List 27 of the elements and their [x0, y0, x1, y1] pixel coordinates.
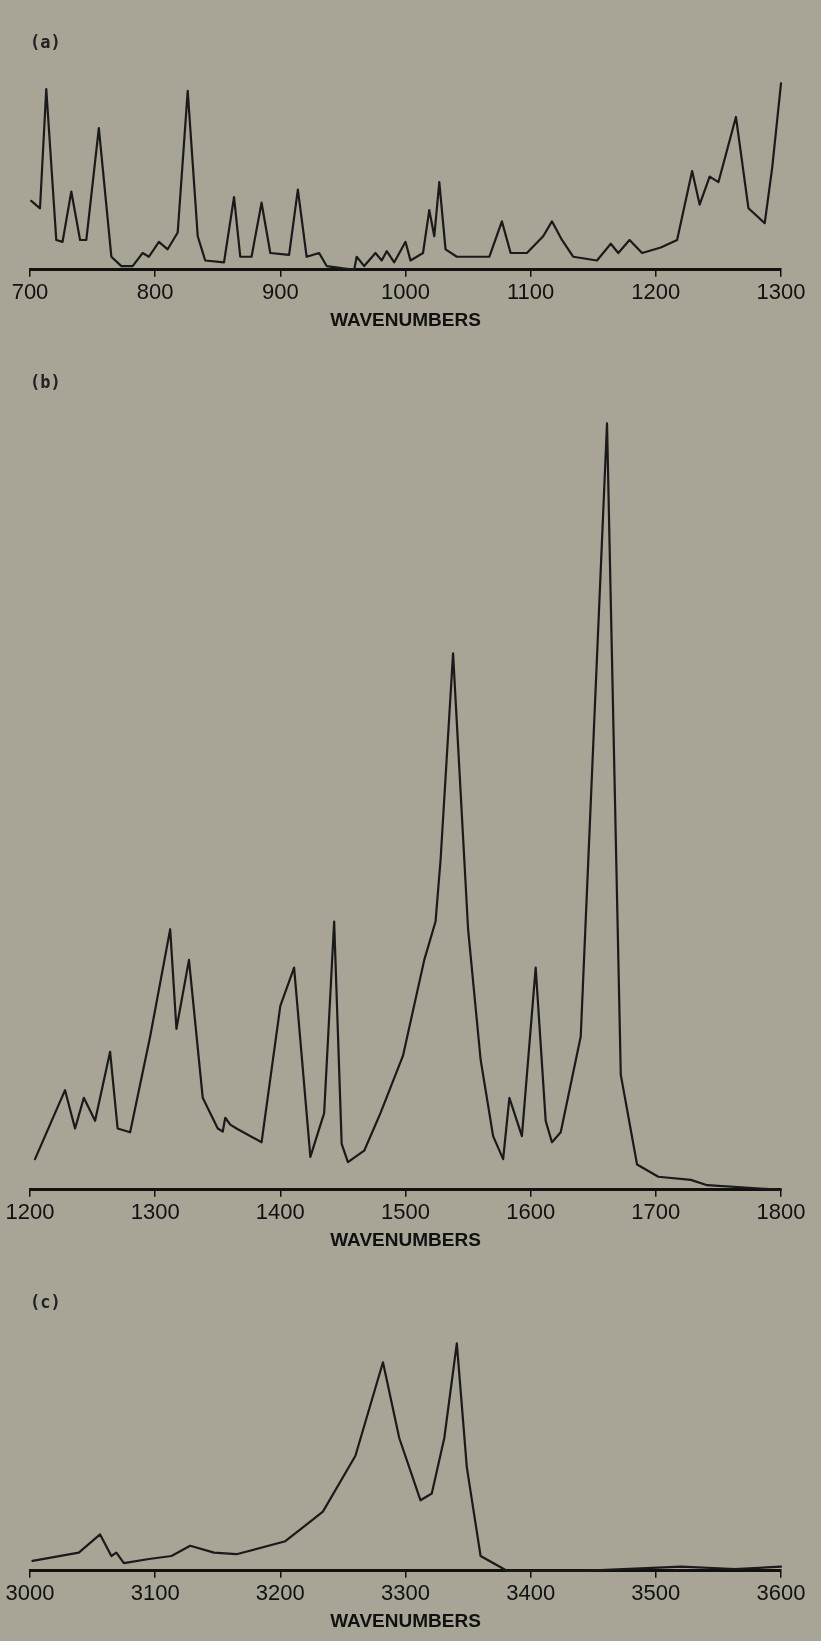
- x-tick-label: 3000: [5, 1580, 55, 1606]
- x-tick-label: 3600: [756, 1580, 806, 1606]
- x-tick-label: 1800: [756, 1199, 806, 1225]
- chart-title: (a): [30, 31, 61, 52]
- chart-title: (b): [30, 371, 61, 392]
- x-axis-title: WAVENUMBERS: [330, 1609, 481, 1631]
- x-tick-label: 3200: [255, 1580, 305, 1606]
- x-axis-title: WAVENUMBERS: [330, 1228, 481, 1250]
- x-tick-label: 1300: [130, 1199, 180, 1225]
- x-tick-label: 700: [11, 279, 49, 305]
- x-tick-label: 1600: [506, 1199, 556, 1225]
- x-tick-label: 1100: [507, 279, 555, 305]
- x-tick-label: 3100: [130, 1580, 180, 1606]
- x-axis-title: WAVENUMBERS: [330, 308, 481, 330]
- x-tick-label: 1000: [381, 279, 430, 305]
- x-tick-label: 3300: [381, 1580, 430, 1606]
- x-tick-label: 1200: [5, 1199, 55, 1225]
- x-tick-label: 900: [261, 279, 299, 305]
- x-tick-label: 1300: [756, 279, 806, 305]
- x-tick-label: 800: [136, 279, 174, 305]
- x-tick-label: 3400: [506, 1580, 556, 1606]
- chart-title: (c): [30, 1291, 61, 1312]
- x-tick-label: 1200: [631, 279, 681, 305]
- x-tick-label: 1700: [631, 1199, 681, 1225]
- x-tick-label: 1400: [255, 1199, 305, 1225]
- x-tick-label: 1500: [381, 1199, 430, 1225]
- x-tick-label: 3500: [631, 1580, 681, 1606]
